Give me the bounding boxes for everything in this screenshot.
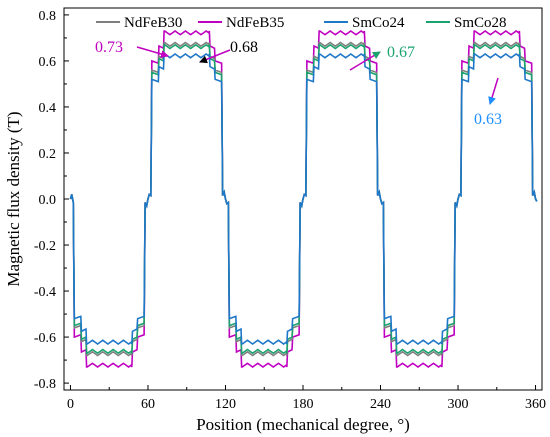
y-axis-title: Magnetic flux density (T) bbox=[4, 111, 23, 286]
legend-label: NdFeB35 bbox=[226, 15, 284, 31]
y-tick-label: -0.8 bbox=[34, 377, 56, 392]
legend-label: NdFeB30 bbox=[124, 15, 182, 31]
annotation-arrow bbox=[488, 77, 499, 105]
x-tick-label: 240 bbox=[370, 397, 391, 412]
y-tick-label: -0.2 bbox=[34, 239, 56, 254]
y-tick-label: 0.8 bbox=[39, 9, 57, 24]
y-tick-label: -0.4 bbox=[34, 285, 56, 300]
annotations-layer: 0.73 0.68 0.67 0.63 bbox=[95, 39, 502, 128]
series-layer bbox=[69, 30, 538, 368]
annotation-peak-smco24: 0.63 bbox=[474, 111, 502, 128]
annotation-peak-smco28: 0.67 bbox=[387, 44, 415, 61]
x-tick-label: 0 bbox=[67, 397, 74, 412]
x-tick-label: 180 bbox=[293, 397, 314, 412]
y-tick-label: -0.6 bbox=[34, 331, 56, 346]
annotation-peak-ndfeb35: 0.73 bbox=[95, 39, 123, 56]
x-tick-label: 360 bbox=[525, 397, 546, 412]
annotation-arrow bbox=[199, 49, 231, 64]
legend: NdFeB30 NdFeB35 SmCo24 SmCo28 bbox=[96, 15, 507, 31]
ticks-layer: 0 60 120 180 240 300 360 0.8 0.6 0.4 0.2 0.0 -0.2 -0.… bbox=[34, 9, 546, 412]
legend-label: SmCo28 bbox=[454, 15, 507, 31]
y-tick-label: 0.2 bbox=[39, 147, 57, 162]
y-tick-label: 0.0 bbox=[39, 193, 57, 208]
annotation-peak-ndfeb30: 0.68 bbox=[230, 39, 258, 56]
x-tick-label: 120 bbox=[215, 397, 236, 412]
series-line-smco24 bbox=[69, 53, 538, 345]
annotation-arrow bbox=[349, 51, 381, 71]
y-tick-label: 0.6 bbox=[39, 55, 57, 70]
y-tick-label: 0.4 bbox=[39, 101, 57, 116]
x-tick-label: 60 bbox=[141, 397, 155, 412]
annotation-arrow bbox=[136, 46, 169, 58]
legend-label: SmCo24 bbox=[352, 15, 405, 31]
x-axis-title: Position (mechanical degree, °) bbox=[196, 415, 410, 434]
x-tick-label: 300 bbox=[448, 397, 469, 412]
